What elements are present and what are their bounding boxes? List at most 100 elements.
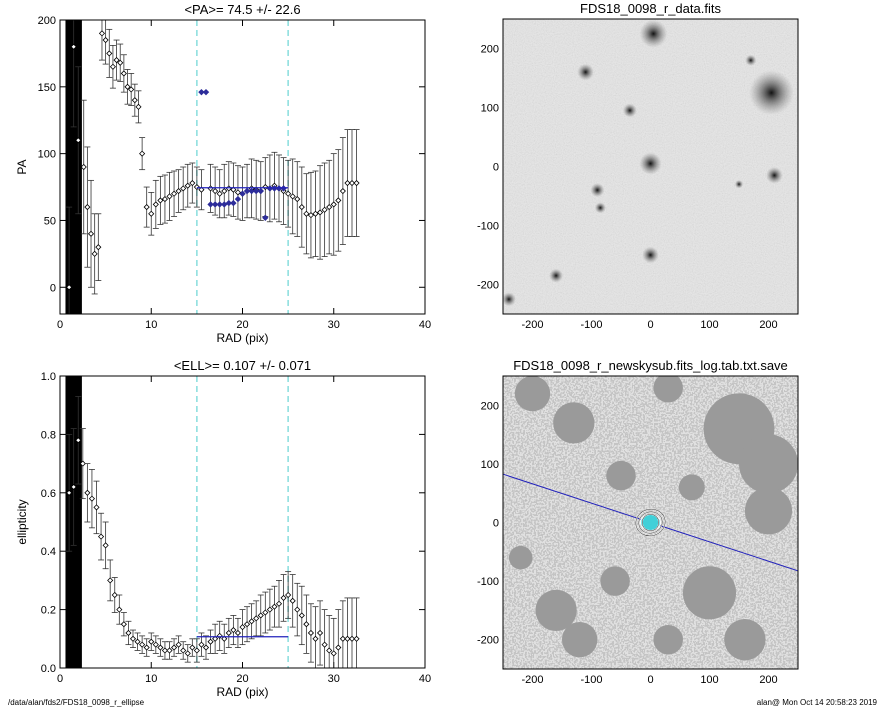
x-tick-label: 100 [700, 319, 718, 331]
y-tick-label: 0.6 [41, 488, 56, 500]
data-point [135, 103, 142, 110]
data-point [184, 650, 191, 657]
data-point [271, 603, 278, 610]
x-tick-label: 40 [419, 673, 431, 685]
fit-range-point [221, 201, 228, 208]
x-axis-label: RAD (pix) [216, 331, 268, 345]
y-tick-label: 0.0 [41, 663, 56, 675]
x-tick-label: 0 [57, 673, 63, 685]
data-point [303, 210, 310, 217]
x-tick-label: -200 [521, 319, 543, 331]
data-point [170, 190, 178, 197]
y-tick-label: 200 [481, 400, 499, 412]
center-ellipse [640, 514, 661, 531]
source-blob [745, 54, 757, 66]
x-tick-label: 20 [236, 673, 248, 685]
x-tick-label: -100 [580, 674, 602, 686]
inner-saturated-band [65, 20, 82, 314]
data-point [234, 629, 242, 637]
image-area [503, 376, 798, 669]
image-area [503, 19, 798, 314]
data-point [221, 187, 228, 195]
data-point [193, 647, 200, 654]
data-point [289, 193, 296, 200]
data-point [335, 197, 342, 204]
data-point [303, 621, 310, 628]
data-point [129, 635, 137, 642]
data-point [239, 624, 246, 631]
data-point [321, 206, 328, 213]
panel-title: FDS18_0098_r_newskysub.fits_log.tab.txt.… [513, 358, 788, 373]
source-blob [622, 103, 637, 118]
panel-title: <ELL>= 0.107 +/- 0.071 [174, 358, 311, 373]
masked-region [739, 434, 798, 494]
data-point [93, 504, 100, 511]
data-point [312, 210, 319, 217]
data-point [312, 635, 319, 642]
masked-region [724, 619, 766, 661]
data-point [321, 641, 328, 648]
data-point [294, 196, 301, 203]
source-blob [639, 19, 668, 48]
data-point [275, 600, 283, 607]
y-tick-label: 0.8 [41, 429, 56, 441]
masked-region [682, 566, 737, 620]
y-tick-label: 100 [481, 459, 499, 471]
data-point [139, 641, 146, 648]
data-point [148, 210, 155, 217]
data-point [280, 594, 287, 601]
x-tick-label: -200 [521, 674, 543, 686]
data-point [157, 644, 164, 651]
masked-region [600, 566, 630, 596]
data-point [198, 641, 205, 648]
data-point [70, 483, 77, 491]
y-tick-label: 200 [481, 44, 499, 56]
data-point [170, 644, 178, 651]
data-point [113, 57, 120, 64]
panel-title: <PA>= 74.5 +/- 22.6 [184, 2, 300, 17]
masked-region [514, 376, 551, 412]
panel-data-image: FDS18_0098_r_data.fits -200 -100 0 100 200 -20… [477, 1, 799, 331]
data-point [330, 650, 337, 657]
data-point [316, 209, 324, 216]
y-tick-label: 200 [38, 15, 56, 27]
data-point [234, 189, 242, 196]
data-point [143, 644, 150, 651]
data-point [225, 629, 232, 637]
masked-region [653, 376, 683, 403]
y-tick-label: 150 [38, 82, 56, 94]
data-point [75, 437, 82, 444]
data-point [262, 183, 269, 191]
data-point [262, 609, 269, 616]
data-point [225, 185, 232, 192]
data-point [116, 606, 123, 613]
y-tick-label: 0 [493, 162, 499, 174]
data-point [102, 36, 109, 44]
data-point [230, 626, 237, 634]
data-point [353, 179, 360, 187]
y-axis-label: ellipticity [15, 499, 29, 544]
data-point [326, 647, 333, 654]
data-point [87, 230, 95, 237]
data-point [202, 644, 210, 651]
masked-region [535, 589, 577, 632]
footer-path: /data/alan/fds2/FDS18_0098_r_ellipse [8, 698, 145, 707]
x-tick-label: 30 [328, 673, 340, 685]
data-point [131, 97, 138, 104]
data-point [175, 187, 182, 195]
source-blob [594, 202, 606, 214]
data-point [335, 644, 342, 651]
data-point [189, 644, 196, 651]
source-blob [734, 180, 744, 189]
x-tick-label: 0 [647, 319, 653, 331]
footer-user-timestamp: alan@ Mon Oct 14 20:58:23 2019 [756, 698, 877, 707]
data-point [207, 638, 214, 645]
y-tick-label: 50 [44, 215, 56, 227]
data-point [117, 59, 124, 66]
data-point [326, 204, 333, 211]
data-point [184, 182, 191, 189]
panel-pa: <PA>= 74.5 +/- 22.6 0 10 20 30 40 0 50 100 150 200… [15, 2, 431, 345]
source-blob [549, 268, 564, 283]
data-point [193, 183, 200, 191]
source-blob [639, 152, 662, 175]
